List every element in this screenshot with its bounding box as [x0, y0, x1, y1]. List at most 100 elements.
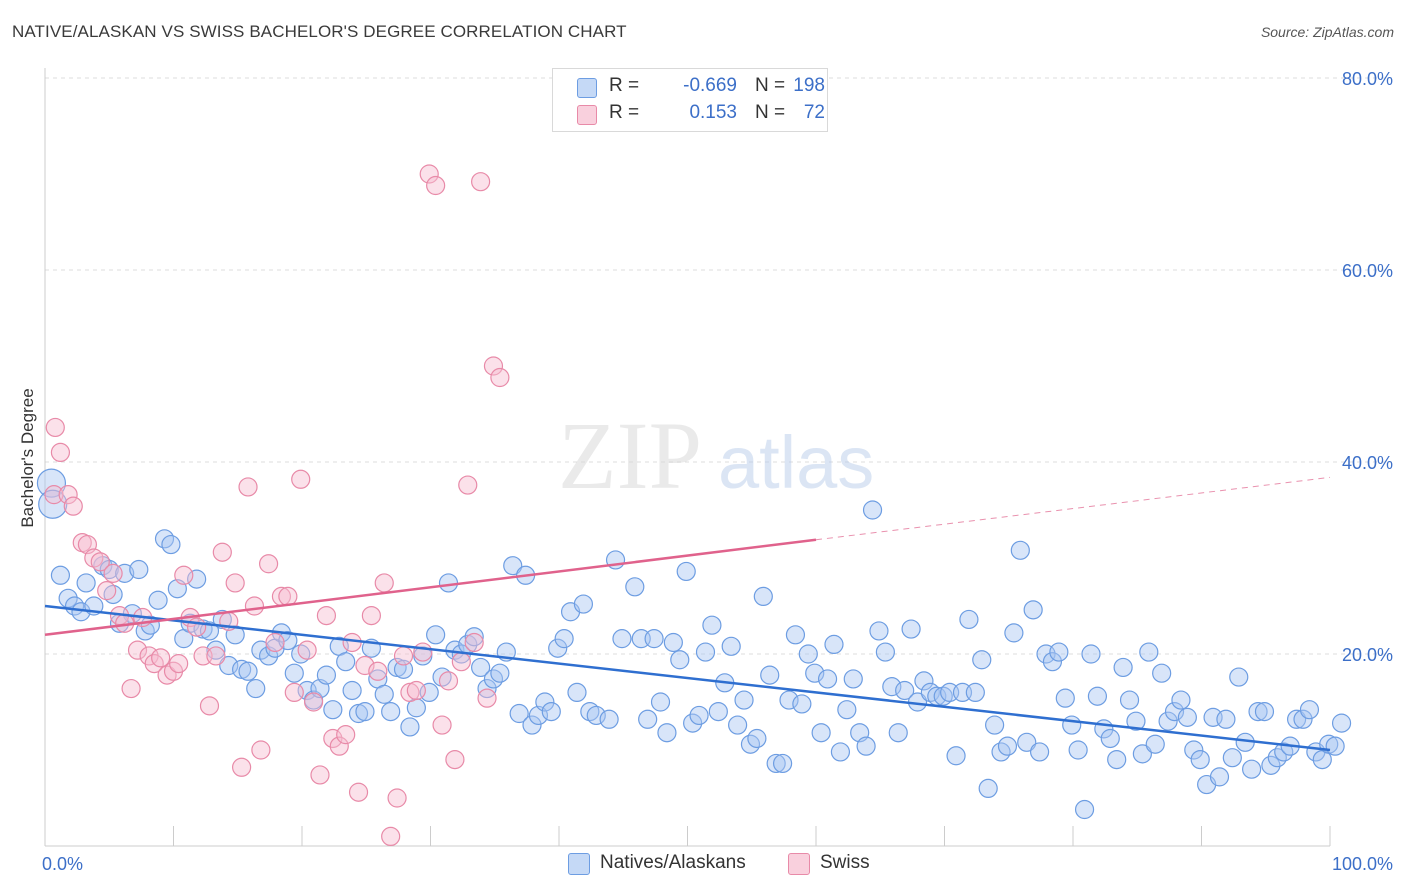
trend-lines [44, 476, 1331, 752]
natives-point-134 [914, 671, 934, 691]
swiss-trend-extension [815, 476, 1331, 541]
swiss-point-2 [50, 442, 71, 462]
natives-point-145 [985, 715, 1005, 735]
natives-point-147 [997, 736, 1018, 756]
watermark-atlas: atlas [718, 421, 874, 504]
natives-point-88 [612, 629, 632, 649]
swiss-point-9 [97, 581, 117, 601]
natives-point-116 [798, 644, 818, 664]
natives-point-44 [323, 700, 343, 720]
natives-point-80 [554, 629, 574, 649]
swiss-point-54 [381, 826, 401, 847]
tick-labels: 20.0% 40.0% 60.0% 80.0% 0.0% 100.0% [42, 69, 1393, 874]
swiss-point-33 [244, 596, 265, 616]
natives-point-12 [115, 563, 135, 583]
legend-r-value: -0.669 [683, 75, 737, 96]
natives-point-114 [785, 625, 806, 645]
watermark-zip: ZIP [558, 402, 702, 509]
natives-point-132 [901, 619, 921, 639]
swiss-point-30 [225, 573, 245, 593]
legend-r-label: R = [609, 75, 640, 96]
swiss-trend-line [44, 538, 817, 637]
gridlines [45, 77, 1392, 655]
natives-point-108 [747, 728, 767, 749]
natives-point-110 [760, 665, 780, 685]
natives-point-171 [1152, 663, 1172, 683]
y-tick-label-3: 80.0% [1342, 69, 1393, 89]
natives-point-95 [663, 632, 683, 653]
natives-point-130 [888, 723, 908, 743]
series-label-natives: Natives/Alaskans [600, 852, 746, 873]
swiss-point-69 [477, 688, 497, 708]
natives-point-28 [219, 655, 239, 676]
natives-point-120 [824, 634, 844, 655]
swiss-point-67 [464, 632, 484, 653]
natives-point-32 [246, 678, 266, 699]
natives-point-23 [187, 569, 207, 589]
legend-r-label: R = [609, 102, 640, 123]
natives-point-170 [1145, 734, 1165, 754]
swiss-point-45 [323, 728, 343, 749]
natives-point-175 [1177, 707, 1197, 727]
watermark: ZIP atlas [558, 402, 874, 509]
swiss-point-59 [413, 642, 433, 662]
swiss-point-38 [278, 586, 298, 607]
x-tick-label-left: 0.0% [42, 854, 83, 874]
natives-point-163 [1100, 728, 1120, 749]
natives-point-49 [355, 701, 375, 722]
natives-point-128 [875, 642, 895, 662]
natives-point-43 [316, 665, 337, 685]
swiss-point-14 [127, 640, 148, 660]
natives-point-113 [779, 690, 799, 710]
natives-point-186 [1248, 701, 1268, 722]
legend-r-value: 0.153 [689, 102, 737, 123]
natives-point-188 [1261, 755, 1281, 775]
natives-point-86 [599, 709, 619, 729]
natives-point-125 [856, 736, 876, 756]
source-credit: Source: ZipAtlas.com [1260, 24, 1394, 40]
swiss-point-3 [58, 485, 78, 505]
natives-point-56 [400, 717, 420, 737]
natives-point-96 [670, 650, 690, 670]
natives-point-155 [1049, 642, 1069, 662]
swiss-point-56 [393, 646, 414, 666]
natives-point-150 [1017, 732, 1037, 752]
natives-point-115 [792, 694, 812, 714]
natives-point-93 [650, 692, 671, 712]
natives-point-177 [1190, 749, 1210, 770]
natives-point-78 [541, 701, 561, 722]
natives-point-180 [1209, 767, 1230, 787]
natives-point-167 [1126, 711, 1146, 731]
natives-point-97 [676, 561, 696, 582]
natives-point-165 [1113, 657, 1133, 678]
natives-point-0 [36, 468, 67, 498]
natives-point-98 [683, 713, 703, 733]
natives-point-164 [1107, 749, 1127, 770]
swiss-point-63 [438, 671, 459, 691]
natives-point-183 [1229, 667, 1249, 687]
natives-point-101 [702, 615, 722, 635]
swiss-point-39 [284, 682, 304, 703]
natives-point-131 [895, 680, 915, 701]
swiss-point-13 [121, 678, 141, 699]
swiss-point-27 [206, 646, 226, 666]
natives-point-193 [1293, 709, 1313, 729]
natives-point-160 [1081, 644, 1101, 664]
natives-point-142 [965, 682, 985, 703]
y-axis-label: Bachelor's Degree [18, 388, 37, 527]
natives-point-158 [1068, 740, 1088, 760]
swiss-point-41 [297, 640, 317, 660]
natives-point-182 [1222, 748, 1242, 768]
natives-point-60 [426, 625, 446, 645]
swiss-point-46 [329, 736, 349, 756]
natives-point-25 [199, 621, 220, 641]
natives-point-174 [1171, 690, 1191, 710]
swiss-point-36 [265, 632, 285, 653]
natives-point-118 [811, 723, 831, 743]
natives-point-185 [1242, 759, 1262, 779]
natives-trend-line [44, 604, 1331, 752]
natives-point-149 [1010, 540, 1030, 560]
swiss-point-31 [232, 757, 252, 777]
natives-point-151 [1023, 600, 1043, 620]
swiss-point-42 [303, 692, 324, 712]
